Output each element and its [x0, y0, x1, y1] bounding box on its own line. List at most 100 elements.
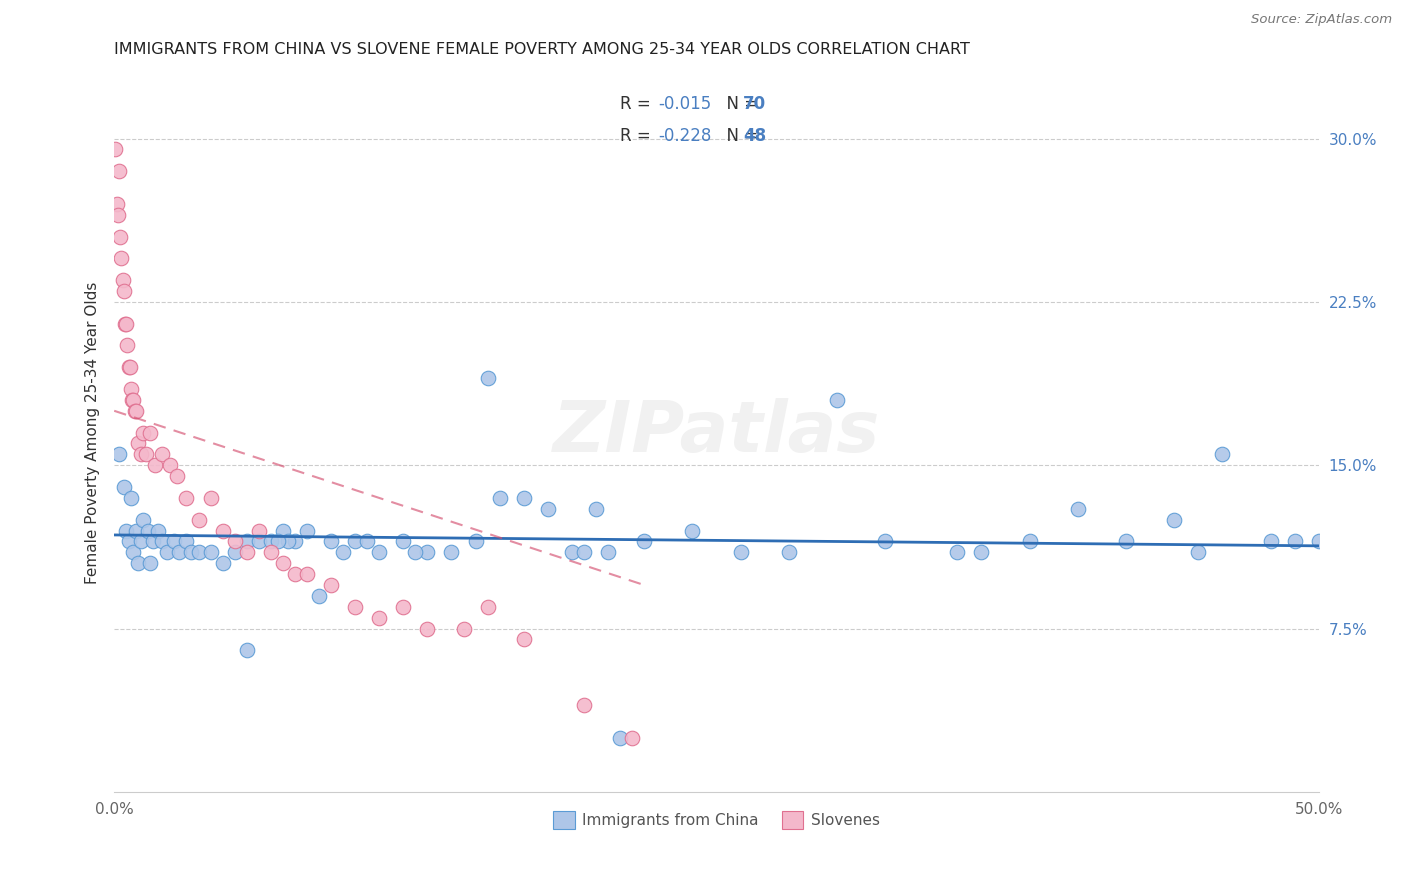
Point — [464, 534, 486, 549]
Point — [572, 545, 595, 559]
Point — [1187, 545, 1209, 559]
Point — [122, 545, 145, 559]
Point — [235, 545, 257, 559]
Point — [121, 392, 143, 407]
Point — [118, 360, 141, 375]
Point — [1308, 534, 1330, 549]
Point — [117, 534, 139, 549]
Point — [112, 284, 135, 298]
Point — [537, 501, 560, 516]
Point — [416, 622, 439, 636]
Point — [129, 447, 152, 461]
Point — [271, 524, 294, 538]
Point — [295, 524, 318, 538]
Point — [477, 599, 499, 614]
Point — [284, 534, 307, 549]
Point — [200, 545, 222, 559]
Point — [416, 545, 439, 559]
Point — [122, 392, 145, 407]
Point — [143, 458, 166, 473]
Point — [572, 698, 595, 712]
Point — [1067, 501, 1090, 516]
Point — [211, 556, 233, 570]
Point — [609, 731, 631, 745]
Point — [200, 491, 222, 505]
Point — [115, 317, 138, 331]
Text: R =: R = — [620, 128, 657, 145]
Point — [108, 229, 131, 244]
Text: 70: 70 — [742, 95, 766, 112]
Text: 48: 48 — [742, 128, 766, 145]
Point — [142, 534, 165, 549]
Point — [344, 534, 367, 549]
Point — [132, 513, 155, 527]
Point — [271, 556, 294, 570]
Point — [1260, 534, 1282, 549]
Point — [730, 545, 752, 559]
Point — [180, 545, 202, 559]
Point — [163, 534, 186, 549]
Point — [150, 447, 173, 461]
Point — [110, 252, 132, 266]
Point — [139, 556, 162, 570]
Point — [187, 513, 209, 527]
Text: -0.228: -0.228 — [658, 128, 711, 145]
Point — [127, 556, 149, 570]
Point — [211, 524, 233, 538]
Point — [825, 392, 848, 407]
Point — [1018, 534, 1040, 549]
Point — [111, 273, 134, 287]
Point — [260, 534, 283, 549]
Point — [136, 524, 159, 538]
Point — [166, 469, 188, 483]
Point — [332, 545, 354, 559]
Point — [167, 545, 190, 559]
Point — [319, 534, 342, 549]
Point — [488, 491, 510, 505]
Point — [129, 534, 152, 549]
Text: R =: R = — [620, 95, 657, 112]
Point — [453, 622, 475, 636]
Point — [150, 534, 173, 549]
Point — [187, 545, 209, 559]
Point — [107, 208, 129, 222]
Text: ZIPatlas: ZIPatlas — [553, 398, 880, 467]
Point — [134, 447, 156, 461]
Text: N =: N = — [717, 128, 763, 145]
Point — [159, 458, 181, 473]
Point — [477, 371, 499, 385]
Point — [561, 545, 583, 559]
Point — [368, 611, 391, 625]
Point — [404, 545, 426, 559]
Point — [277, 534, 299, 549]
Point — [120, 491, 142, 505]
Point — [267, 534, 290, 549]
Point — [681, 524, 703, 538]
Point — [621, 731, 644, 745]
Point — [1284, 534, 1306, 549]
Point — [970, 545, 993, 559]
Point — [512, 491, 534, 505]
Point — [392, 599, 415, 614]
Point — [117, 360, 139, 375]
Point — [224, 545, 246, 559]
Point — [146, 524, 169, 538]
Point — [132, 425, 155, 440]
Point — [633, 534, 655, 549]
Point — [125, 524, 148, 538]
Point — [596, 545, 619, 559]
Point — [247, 524, 270, 538]
Point — [875, 534, 897, 549]
Point — [120, 382, 142, 396]
Point — [512, 632, 534, 647]
Point — [356, 534, 378, 549]
Text: IMMIGRANTS FROM CHINA VS SLOVENE FEMALE POVERTY AMONG 25-34 YEAR OLDS CORRELATIO: IMMIGRANTS FROM CHINA VS SLOVENE FEMALE … — [114, 42, 970, 57]
Point — [127, 436, 149, 450]
Point — [319, 578, 342, 592]
Point — [115, 524, 138, 538]
Point — [176, 491, 198, 505]
Point — [114, 317, 136, 331]
Point — [260, 545, 283, 559]
Point — [117, 338, 139, 352]
Point — [224, 534, 246, 549]
